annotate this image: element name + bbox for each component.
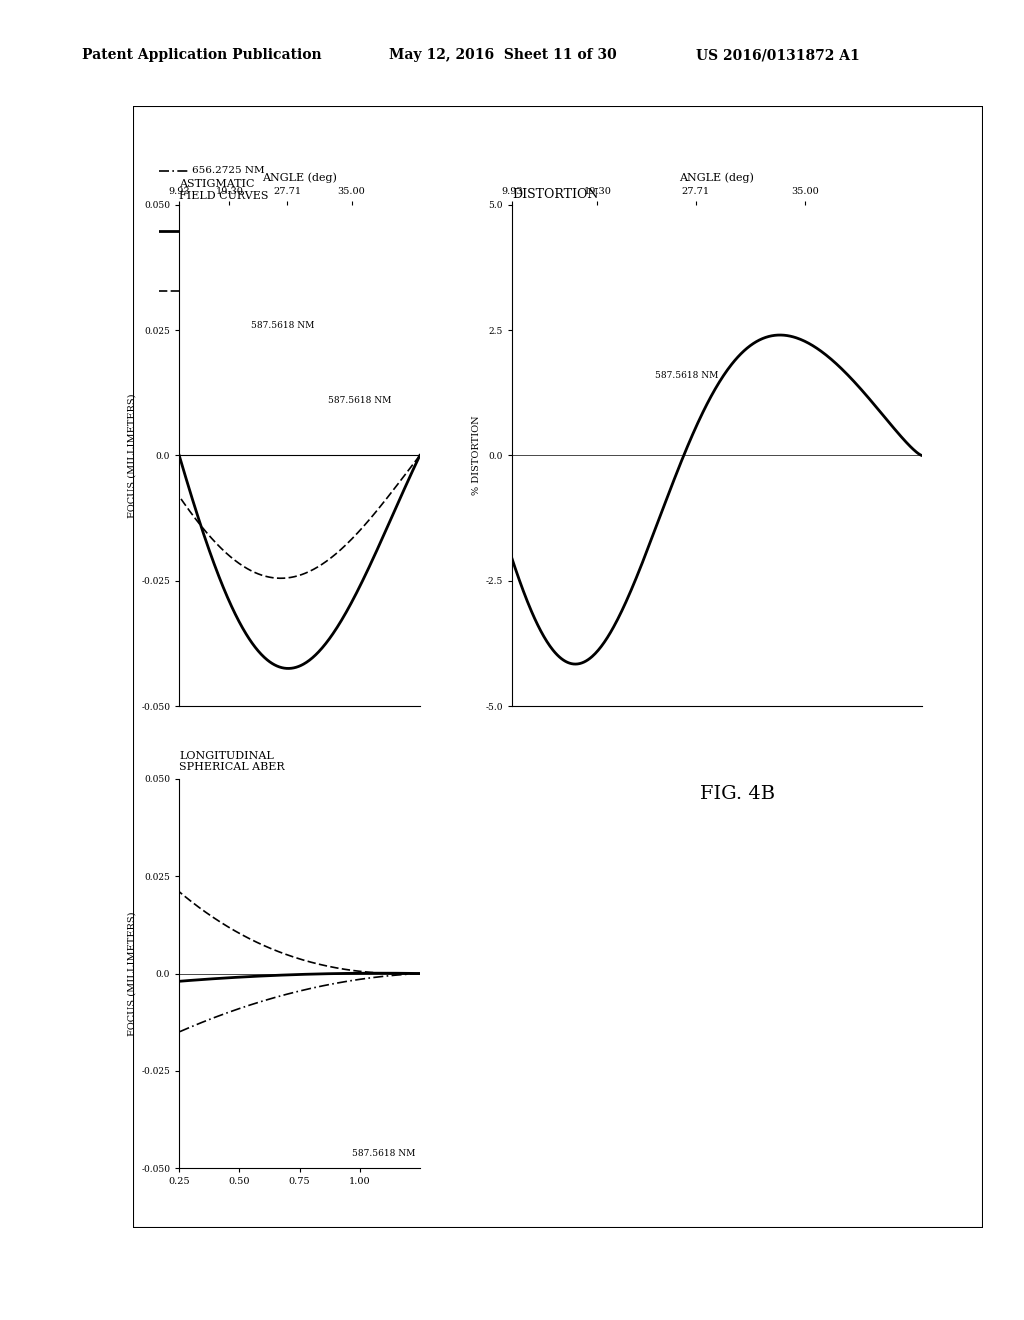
Text: 587.5618 NM: 587.5618 NM xyxy=(352,1150,416,1159)
X-axis label: ANGLE (deg): ANGLE (deg) xyxy=(262,173,337,183)
Text: US 2016/0131872 A1: US 2016/0131872 A1 xyxy=(696,49,860,62)
Text: 587.5618 NM: 587.5618 NM xyxy=(329,396,392,405)
Text: ASTIGMATIC
FIELD CURVES: ASTIGMATIC FIELD CURVES xyxy=(179,180,268,201)
Y-axis label: FOCUS (MILLIMETERS): FOCUS (MILLIMETERS) xyxy=(128,393,137,517)
Text: LONGITUDINAL
SPHERICAL ABER: LONGITUDINAL SPHERICAL ABER xyxy=(179,751,285,772)
Text: 486.1327 NM: 486.1327 NM xyxy=(193,286,264,296)
Text: 656.2725 NM: 656.2725 NM xyxy=(193,166,264,176)
Text: 587.5618 NM: 587.5618 NM xyxy=(193,227,264,235)
X-axis label: ANGLE (deg): ANGLE (deg) xyxy=(679,173,755,183)
Y-axis label: FOCUS (MILLIMETERS): FOCUS (MILLIMETERS) xyxy=(128,911,137,1036)
Y-axis label: % DISTORTION: % DISTORTION xyxy=(472,416,481,495)
Text: Patent Application Publication: Patent Application Publication xyxy=(82,49,322,62)
Text: May 12, 2016  Sheet 11 of 30: May 12, 2016 Sheet 11 of 30 xyxy=(389,49,616,62)
Text: 587.5618 NM: 587.5618 NM xyxy=(655,371,719,380)
FancyBboxPatch shape xyxy=(133,106,983,1228)
Text: 587.5618 NM: 587.5618 NM xyxy=(252,321,314,330)
Text: FIG. 4B: FIG. 4B xyxy=(699,784,775,803)
Text: DISTORTION: DISTORTION xyxy=(512,187,598,201)
